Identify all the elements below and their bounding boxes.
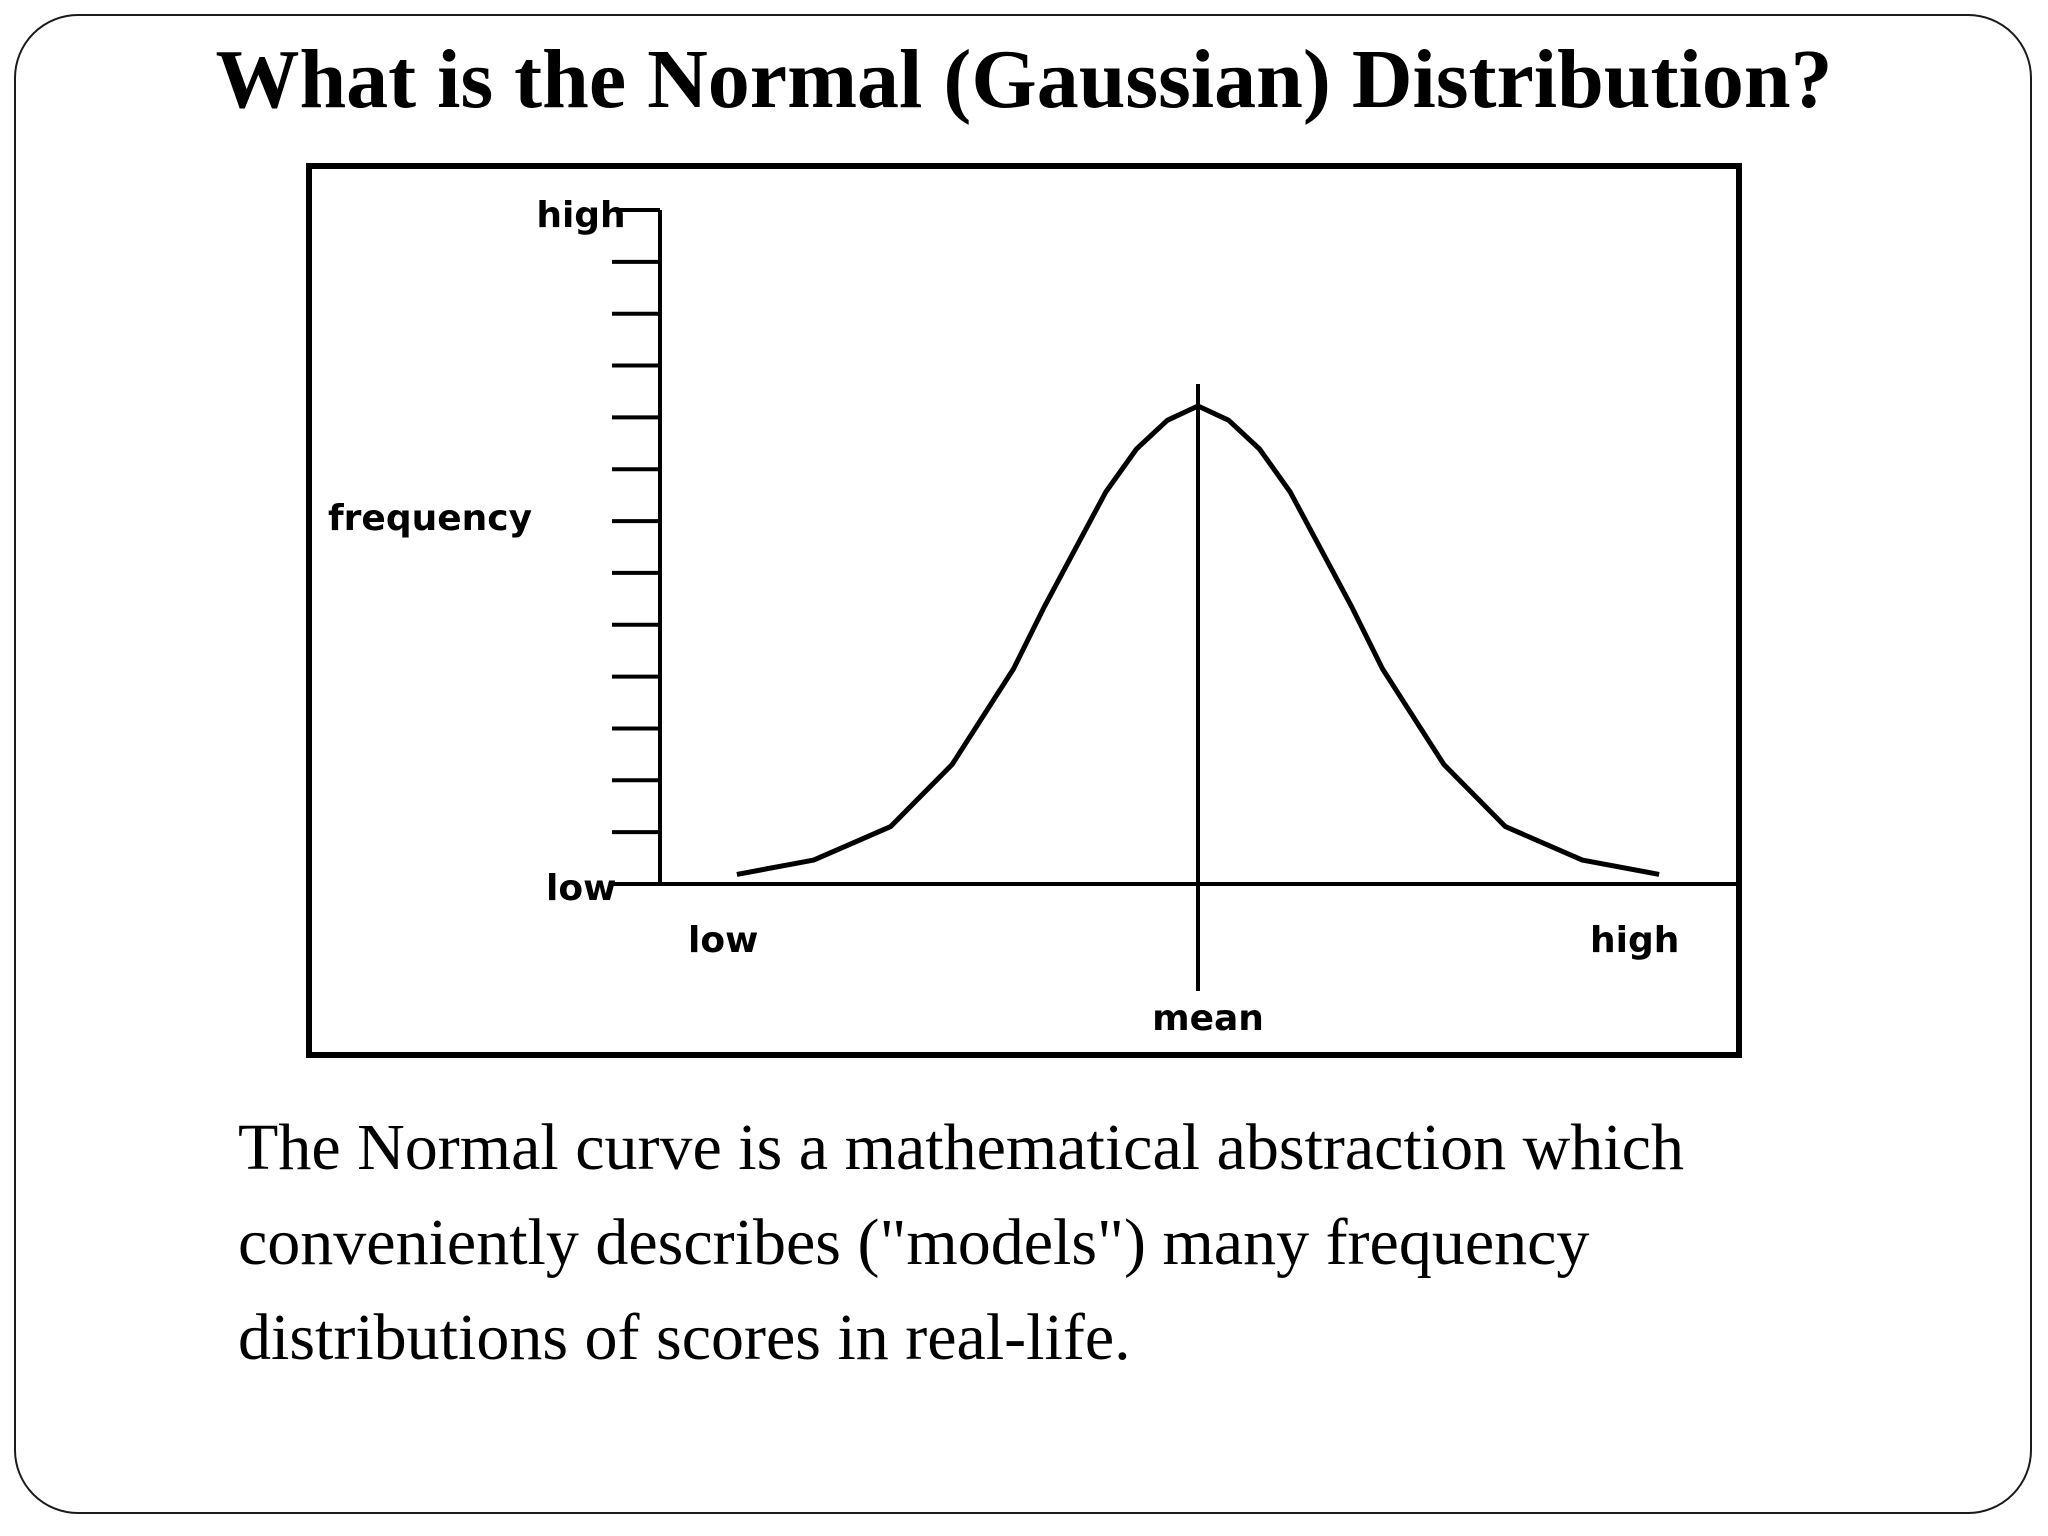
x-tick-label-high: high [1590, 920, 1679, 961]
y-tick-label-high: high [536, 195, 625, 236]
chart-svg: high frequency low low high mean [306, 163, 1742, 1058]
chart-frame [306, 163, 1742, 1058]
y-axis-ticks [612, 208, 660, 886]
y-tick-label-low: low [546, 868, 616, 909]
x-tick-label-low: low [688, 920, 758, 961]
slide-body-text: The Normal curve is a mathematical abstr… [238, 1111, 1684, 1374]
normal-distribution-chart: high frequency low low high mean [306, 163, 1742, 1058]
y-axis-label: frequency [328, 498, 532, 539]
mean-label: mean [1152, 998, 1264, 1039]
slide-title: What is the Normal (Gaussian) Distributi… [215, 33, 1833, 126]
